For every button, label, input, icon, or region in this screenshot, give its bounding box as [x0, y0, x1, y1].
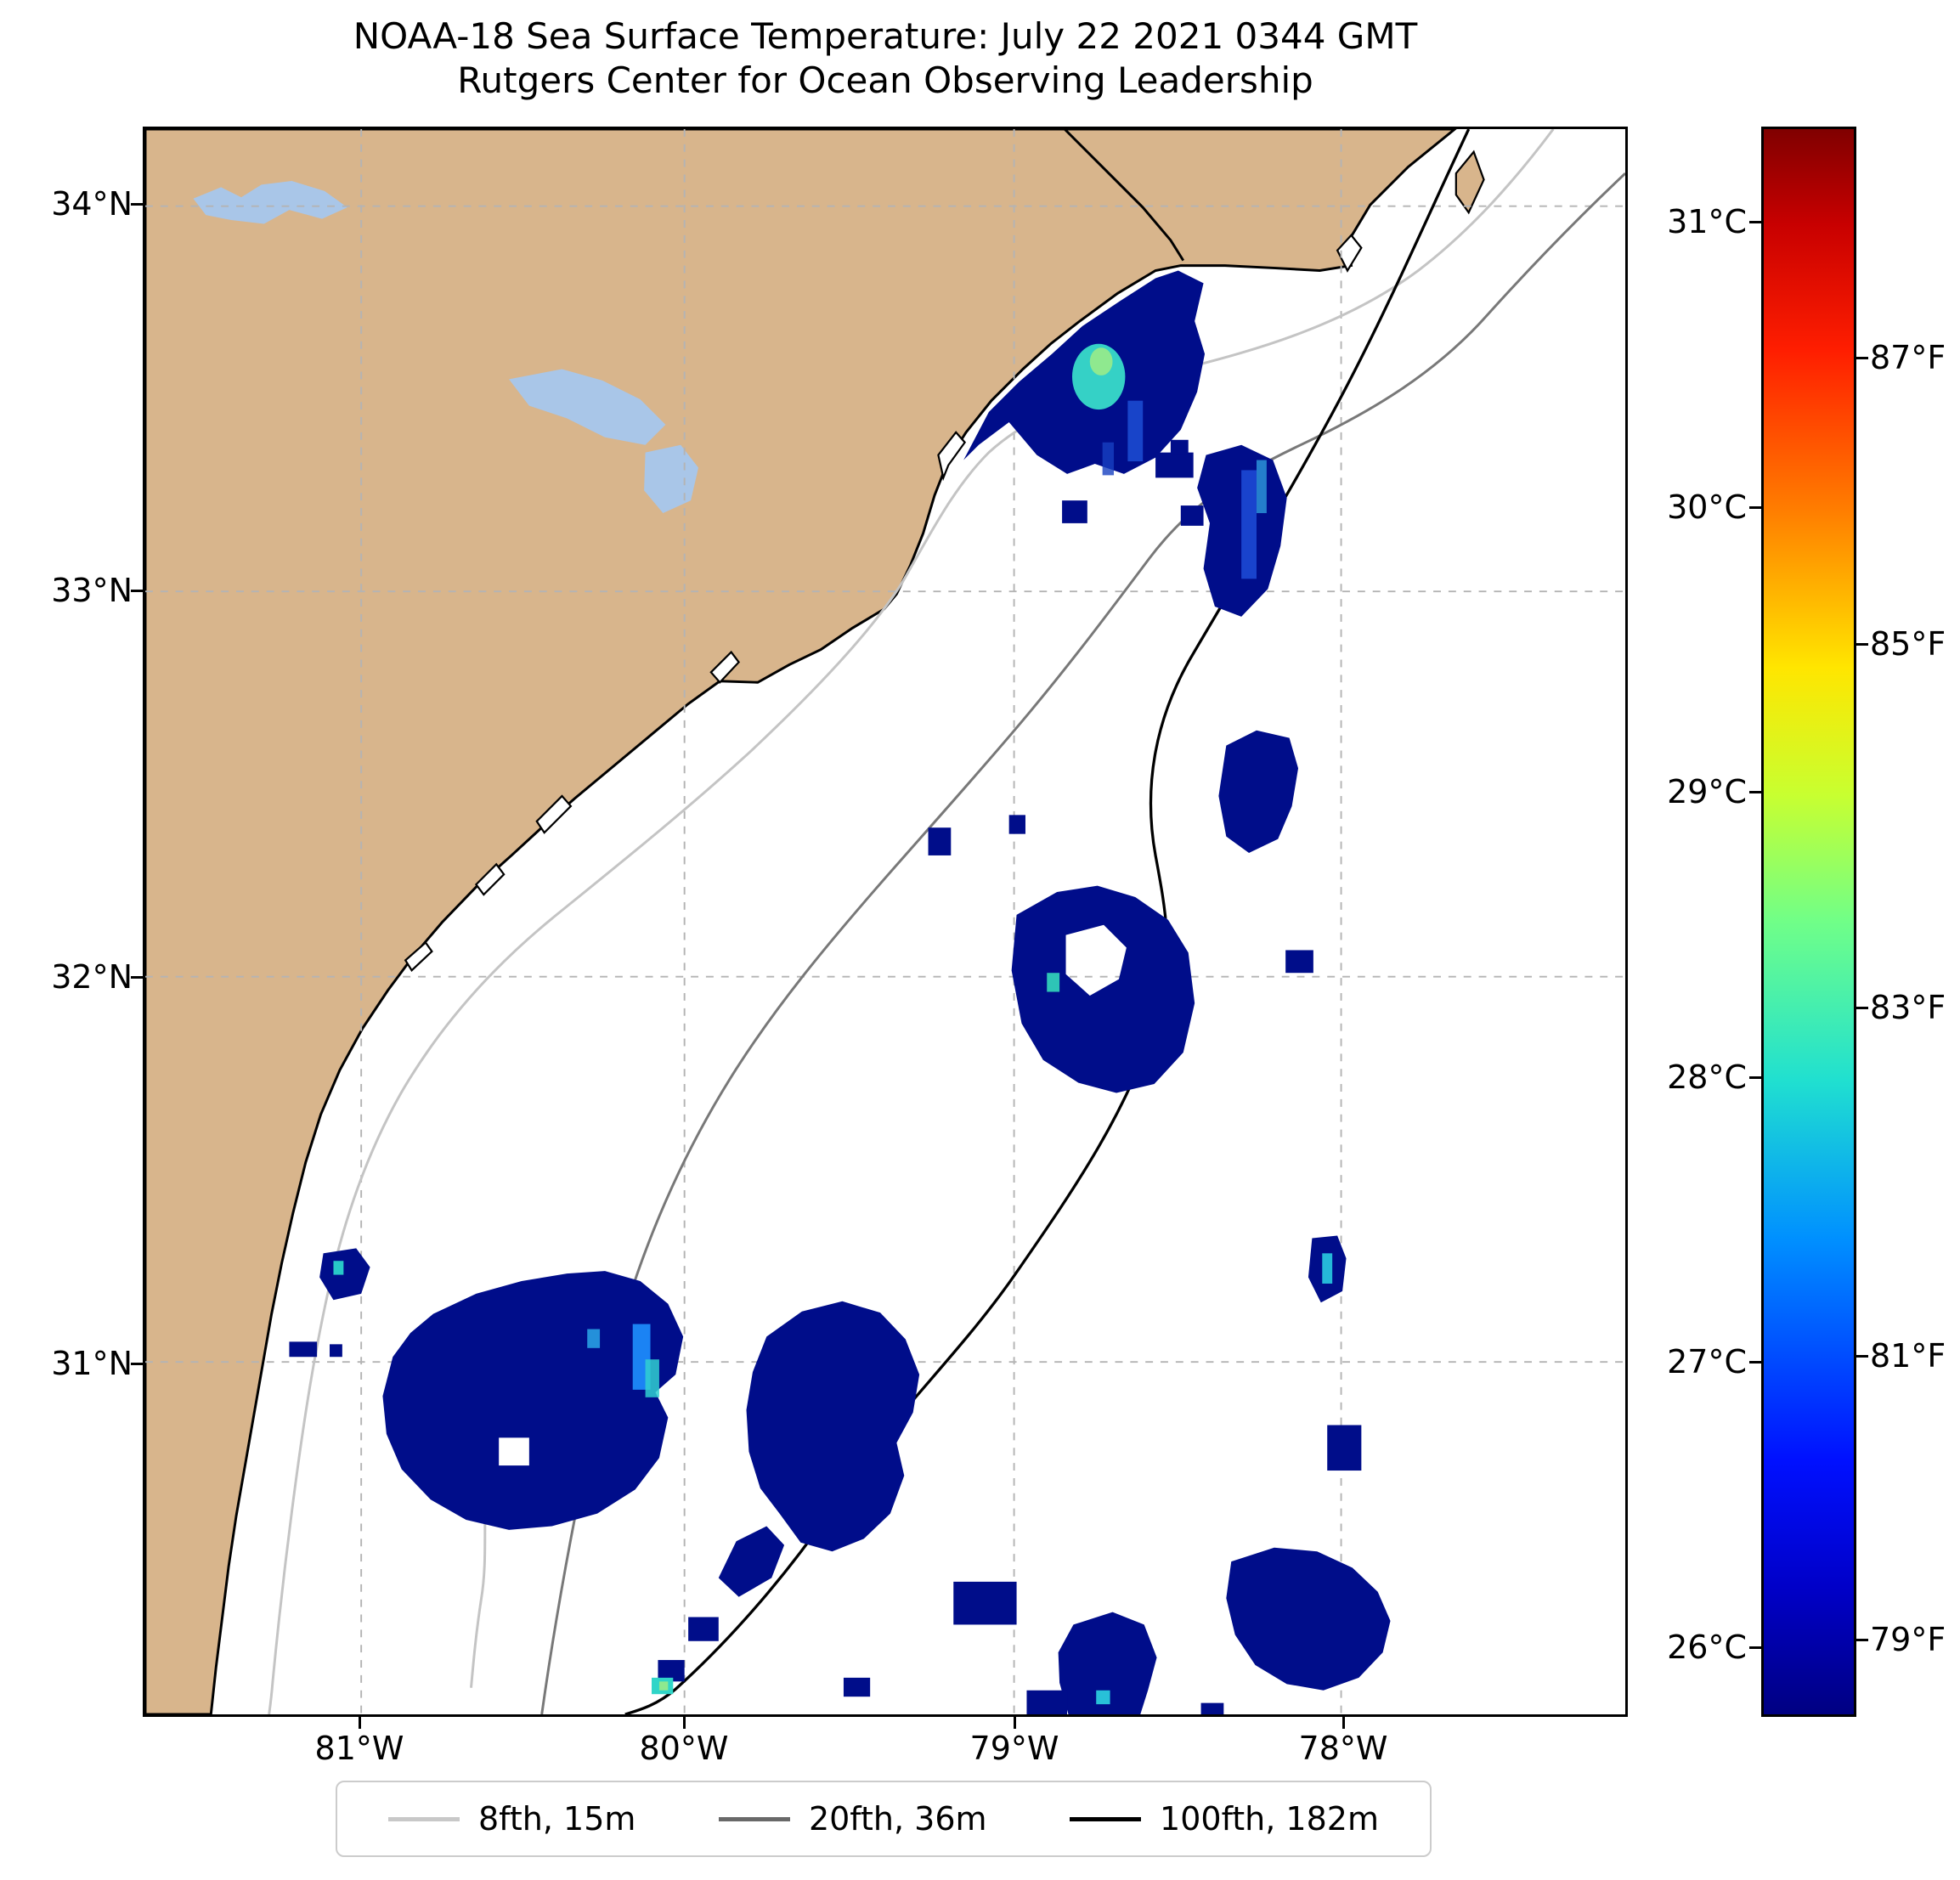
colorbar-tick-87f: 87°F — [1870, 339, 1946, 376]
sst-patch — [953, 1581, 1017, 1625]
legend-item-100fth: 100fth, 182m — [1070, 1800, 1379, 1838]
colorbar-tick-mark — [1749, 506, 1761, 509]
colorbar-tick-79f: 79°F — [1870, 1621, 1946, 1658]
sst-warm-core — [1089, 347, 1113, 375]
sst-patch — [1008, 815, 1025, 834]
colorbar-tick-83f: 83°F — [1870, 989, 1946, 1026]
colorbar-tick-85f: 85°F — [1870, 625, 1946, 663]
colorbar-tick-30c: 30°C — [1667, 488, 1747, 526]
sst-patch — [1327, 1425, 1362, 1471]
ytick-33n: 33°N — [51, 572, 133, 609]
colorbar-tick-mark — [1856, 357, 1868, 359]
sst-patch — [928, 827, 952, 855]
sst-patch — [1011, 885, 1195, 1093]
sst-patch — [1058, 1612, 1157, 1714]
sst-patch — [330, 1344, 342, 1358]
lake — [193, 180, 347, 224]
sst-patch — [1026, 1690, 1068, 1714]
colorbar-tick-mark — [1749, 221, 1761, 223]
figure-title-line2: Rutgers Center for Ocean Observing Leade… — [457, 59, 1313, 101]
barrier-island — [1454, 150, 1485, 215]
figure-title-line1: NOAA-18 Sea Surface Temperature: July 22… — [353, 15, 1418, 57]
sst-patch — [688, 1617, 719, 1641]
colorbar-tick-29c: 29°C — [1667, 773, 1747, 810]
ytick-mark — [131, 976, 143, 979]
sst-patch — [319, 1248, 370, 1301]
ytick-mark — [131, 590, 143, 592]
colorbar-tick-mark — [1856, 1007, 1868, 1009]
colorbar-tick-mark — [1856, 1639, 1868, 1641]
legend-label-100fth: 100fth, 182m — [1160, 1800, 1379, 1838]
legend-line-8fth — [388, 1816, 460, 1821]
ytick-31n: 31°N — [51, 1345, 133, 1382]
river-boundary-line — [1064, 129, 1185, 262]
sst-patches — [289, 270, 1391, 1714]
sst-patch — [289, 1341, 318, 1358]
sst-patch — [746, 1301, 920, 1552]
sst-patch — [1218, 730, 1299, 853]
xtick-mark — [1342, 1717, 1345, 1729]
ytick-mark — [131, 1363, 143, 1365]
xtick-80w: 80°W — [639, 1730, 729, 1767]
map-plot-area — [143, 127, 1628, 1717]
contour-8fth-15m — [268, 129, 1555, 1714]
colorbar-tick-mark — [1749, 1646, 1761, 1649]
xtick-mark — [359, 1717, 361, 1729]
xtick-81w: 81°W — [314, 1730, 404, 1767]
colorbar-tick-28c: 28°C — [1667, 1059, 1747, 1096]
sst-patch — [1226, 1547, 1391, 1691]
xtick-mark — [683, 1717, 686, 1729]
colorbar-tick-31c: 31°C — [1667, 203, 1747, 240]
sst-patch — [1285, 950, 1313, 974]
ytick-mark — [131, 203, 143, 206]
legend-item-8fth: 8fth, 15m — [388, 1800, 635, 1838]
legend-line-20fth — [718, 1816, 790, 1821]
colorbar-tick-mark — [1749, 1076, 1761, 1079]
sst-patch — [1155, 452, 1194, 478]
xtick-79w: 79°W — [969, 1730, 1059, 1767]
colorbar-tick-26c: 26°C — [1667, 1629, 1747, 1666]
legend: 8fth, 15m 20fth, 36m 100fth, 182m — [336, 1781, 1432, 1857]
colorbar-tick-mark — [1749, 791, 1761, 793]
sst-patch — [1062, 500, 1087, 523]
estuaries — [404, 234, 1363, 972]
colorbar-tick-mark — [1856, 1355, 1868, 1358]
colorbar — [1761, 127, 1856, 1717]
colorbar-tick-81f: 81°F — [1870, 1337, 1946, 1375]
legend-item-20fth: 20fth, 36m — [718, 1800, 987, 1838]
sst-patch — [843, 1677, 871, 1697]
sst-patch — [382, 1271, 684, 1530]
xtick-78w: 78°W — [1298, 1730, 1388, 1767]
colorbar-tick-mark — [1856, 643, 1868, 646]
sst-patch — [1200, 1702, 1224, 1714]
colorbar-tick-mark — [1749, 1361, 1761, 1363]
map-canvas — [145, 129, 1625, 1714]
colorbar-tick-27c: 27°C — [1667, 1343, 1747, 1380]
sst-patch — [1170, 439, 1189, 455]
lake — [509, 369, 666, 445]
ytick-32n: 32°N — [51, 958, 133, 996]
ytick-34n: 34°N — [51, 185, 133, 223]
sst-patch — [1180, 505, 1204, 526]
sst-patch — [718, 1526, 785, 1597]
legend-label-20fth: 20fth, 36m — [808, 1800, 987, 1838]
legend-label-8fth: 8fth, 15m — [478, 1800, 636, 1838]
xtick-mark — [1014, 1717, 1016, 1729]
legend-line-100fth — [1070, 1816, 1142, 1821]
